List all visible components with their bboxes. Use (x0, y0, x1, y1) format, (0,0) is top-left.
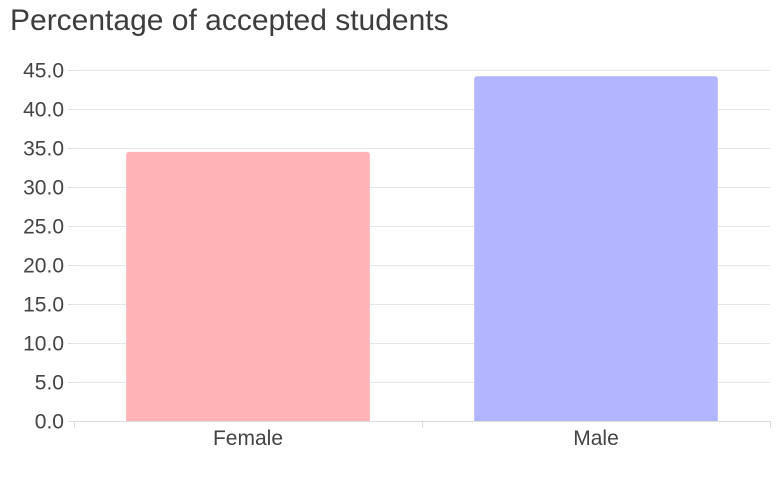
axes (74, 421, 771, 428)
y-tick-label: 35.0 (23, 138, 64, 161)
y-tick-label: 20.0 (23, 255, 64, 278)
bar-male[interactable] (474, 76, 718, 422)
y-tick-labels: 0.0 5.0 10.0 15.0 20.0 25.0 30.0 35.0 40.0 45.0 (23, 60, 64, 434)
chart-title: Percentage of accepted students (10, 4, 449, 37)
y-tick-label: 5.0 (35, 372, 64, 395)
y-tick-label: 40.0 (23, 99, 64, 122)
y-tick-label: 15.0 (23, 294, 64, 317)
y-tick-label: 0.0 (35, 411, 64, 434)
bar-female[interactable] (126, 151, 370, 421)
y-tick-label: 25.0 (23, 216, 64, 239)
x-category-labels: Female Male (213, 427, 619, 450)
y-tick-label: 45.0 (23, 60, 64, 83)
x-category-label: Male (573, 427, 619, 450)
bars (126, 76, 718, 422)
y-tick-label: 30.0 (23, 177, 64, 200)
y-tick-label: 10.0 (23, 333, 64, 356)
x-category-label: Female (213, 427, 283, 450)
